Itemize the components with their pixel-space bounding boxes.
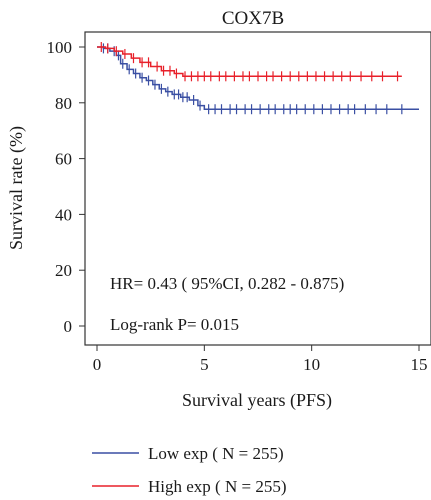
x-axis-label: Survival years (PFS) xyxy=(182,390,332,411)
chart-title: COX7B xyxy=(222,8,284,29)
logrank-annotation: Log-rank P= 0.015 xyxy=(110,315,239,334)
y-tick-label: 60 xyxy=(55,150,72,169)
axes: 0 20 40 60 80 100 0 5 10 15 xyxy=(47,38,428,374)
legend-label-high: High exp ( N = 255) xyxy=(148,477,286,496)
y-tick-label: 40 xyxy=(55,205,72,224)
x-tick-label: 10 xyxy=(303,355,320,374)
x-tick-label: 0 xyxy=(93,355,102,374)
series-layer xyxy=(97,42,419,115)
y-axis-label: Survival rate (%) xyxy=(6,126,27,250)
x-tick-label: 15 xyxy=(411,355,428,374)
y-tick-label: 80 xyxy=(55,94,72,113)
hr-annotation: HR= 0.43 ( 95%CI, 0.282 - 0.875) xyxy=(110,274,344,293)
plot-frame xyxy=(84,31,431,346)
y-tick-label: 100 xyxy=(47,38,73,57)
y-tick-label: 0 xyxy=(64,317,73,336)
legend: Low exp ( N = 255) High exp ( N = 255) xyxy=(92,444,286,496)
legend-label-low: Low exp ( N = 255) xyxy=(148,444,284,463)
survival-curve-high xyxy=(97,46,402,78)
y-tick-label: 20 xyxy=(55,261,72,280)
x-tick-label: 5 xyxy=(200,355,209,374)
